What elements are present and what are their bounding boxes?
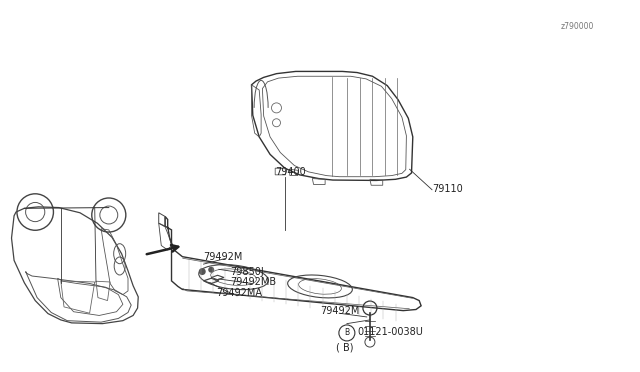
Circle shape	[208, 267, 214, 273]
Text: z790000: z790000	[561, 22, 594, 31]
Text: 79110: 79110	[432, 184, 463, 194]
Text: 79492MB: 79492MB	[230, 277, 276, 287]
Text: B: B	[344, 328, 349, 337]
Text: 79492MA: 79492MA	[216, 288, 262, 298]
Text: 79492M: 79492M	[204, 253, 243, 262]
Text: 79400: 79400	[275, 167, 306, 177]
Text: 79850J: 79850J	[230, 267, 264, 277]
Text: 01121-0038U: 01121-0038U	[357, 327, 423, 337]
Text: ( B): ( B)	[336, 343, 354, 353]
Text: 79492M: 79492M	[320, 306, 360, 316]
Circle shape	[199, 268, 205, 275]
